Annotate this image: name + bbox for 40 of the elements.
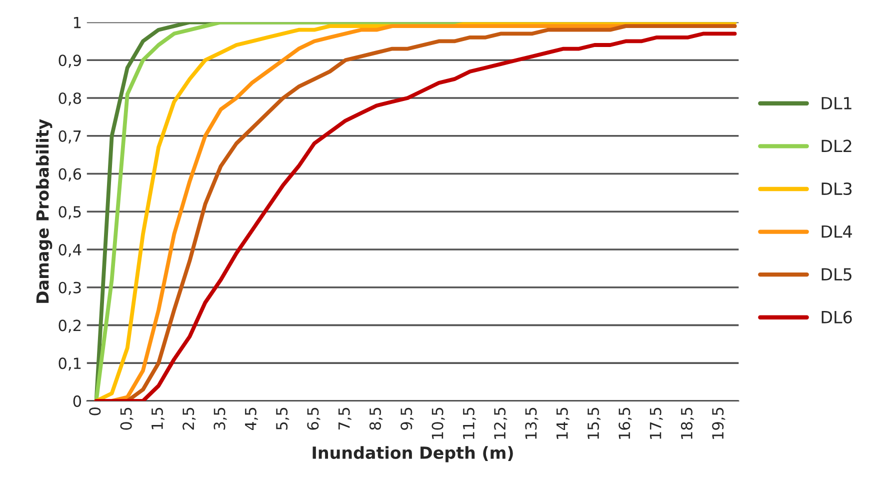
y-tick-label: 0,1 [58, 358, 81, 371]
x-tick-label: 0,5 [120, 408, 134, 430]
x-tick-label: 14,5 [556, 408, 570, 439]
y-tick-label: 0,4 [58, 244, 82, 258]
legend-label: DL4 [822, 225, 852, 238]
y-tick-label: 0,7 [58, 130, 81, 144]
legend-label: DL2 [822, 140, 852, 152]
y-tick-label: 0,2 [58, 320, 81, 333]
legend-label: DL1 [822, 97, 852, 110]
x-tick-label: 0 [89, 408, 101, 416]
legend-label: DL3 [822, 182, 852, 196]
y-axis-title: Damage Probability [36, 119, 52, 303]
x-tick-label: 15,5 [588, 408, 601, 439]
legend-label: DL6 [822, 310, 852, 324]
y-tick-label: 0,6 [58, 168, 82, 182]
x-tick-label: 8,5 [369, 408, 383, 430]
x-tick-label: 2,5 [182, 408, 196, 430]
y-tick-label: 1 [74, 16, 81, 28]
legend-label: DL5 [822, 268, 852, 281]
x-tick-label: 1,5 [152, 408, 165, 430]
y-tick-label: 0,9 [58, 54, 81, 68]
y-tick-label: 0,3 [58, 282, 81, 295]
x-tick-label: 4,5 [245, 408, 258, 430]
x-tick-label: 17,5 [650, 408, 663, 439]
x-tick-label: 13,5 [525, 408, 538, 439]
y-tick-label: 0,5 [58, 206, 81, 220]
x-tick-label: 3,5 [214, 408, 227, 430]
x-tick-label: 12,5 [494, 408, 508, 439]
y-tick-label: 0,8 [58, 92, 81, 106]
x-tick-label: 18,5 [680, 408, 694, 439]
y-tick-label: 0 [73, 395, 82, 407]
x-tick-label: 10,5 [432, 408, 445, 439]
x-tick-label: 7,5 [338, 408, 352, 430]
x-tick-label: 9,5 [400, 408, 414, 430]
x-tick-label: 6,5 [307, 408, 320, 430]
x-tick-label: 16,5 [618, 408, 632, 439]
x-tick-label: 19,5 [712, 408, 726, 439]
x-tick-label: 5,5 [276, 408, 290, 430]
x-tick-label: 11,5 [463, 408, 476, 439]
x-axis-title: Inundation Depth (m) [312, 446, 513, 462]
